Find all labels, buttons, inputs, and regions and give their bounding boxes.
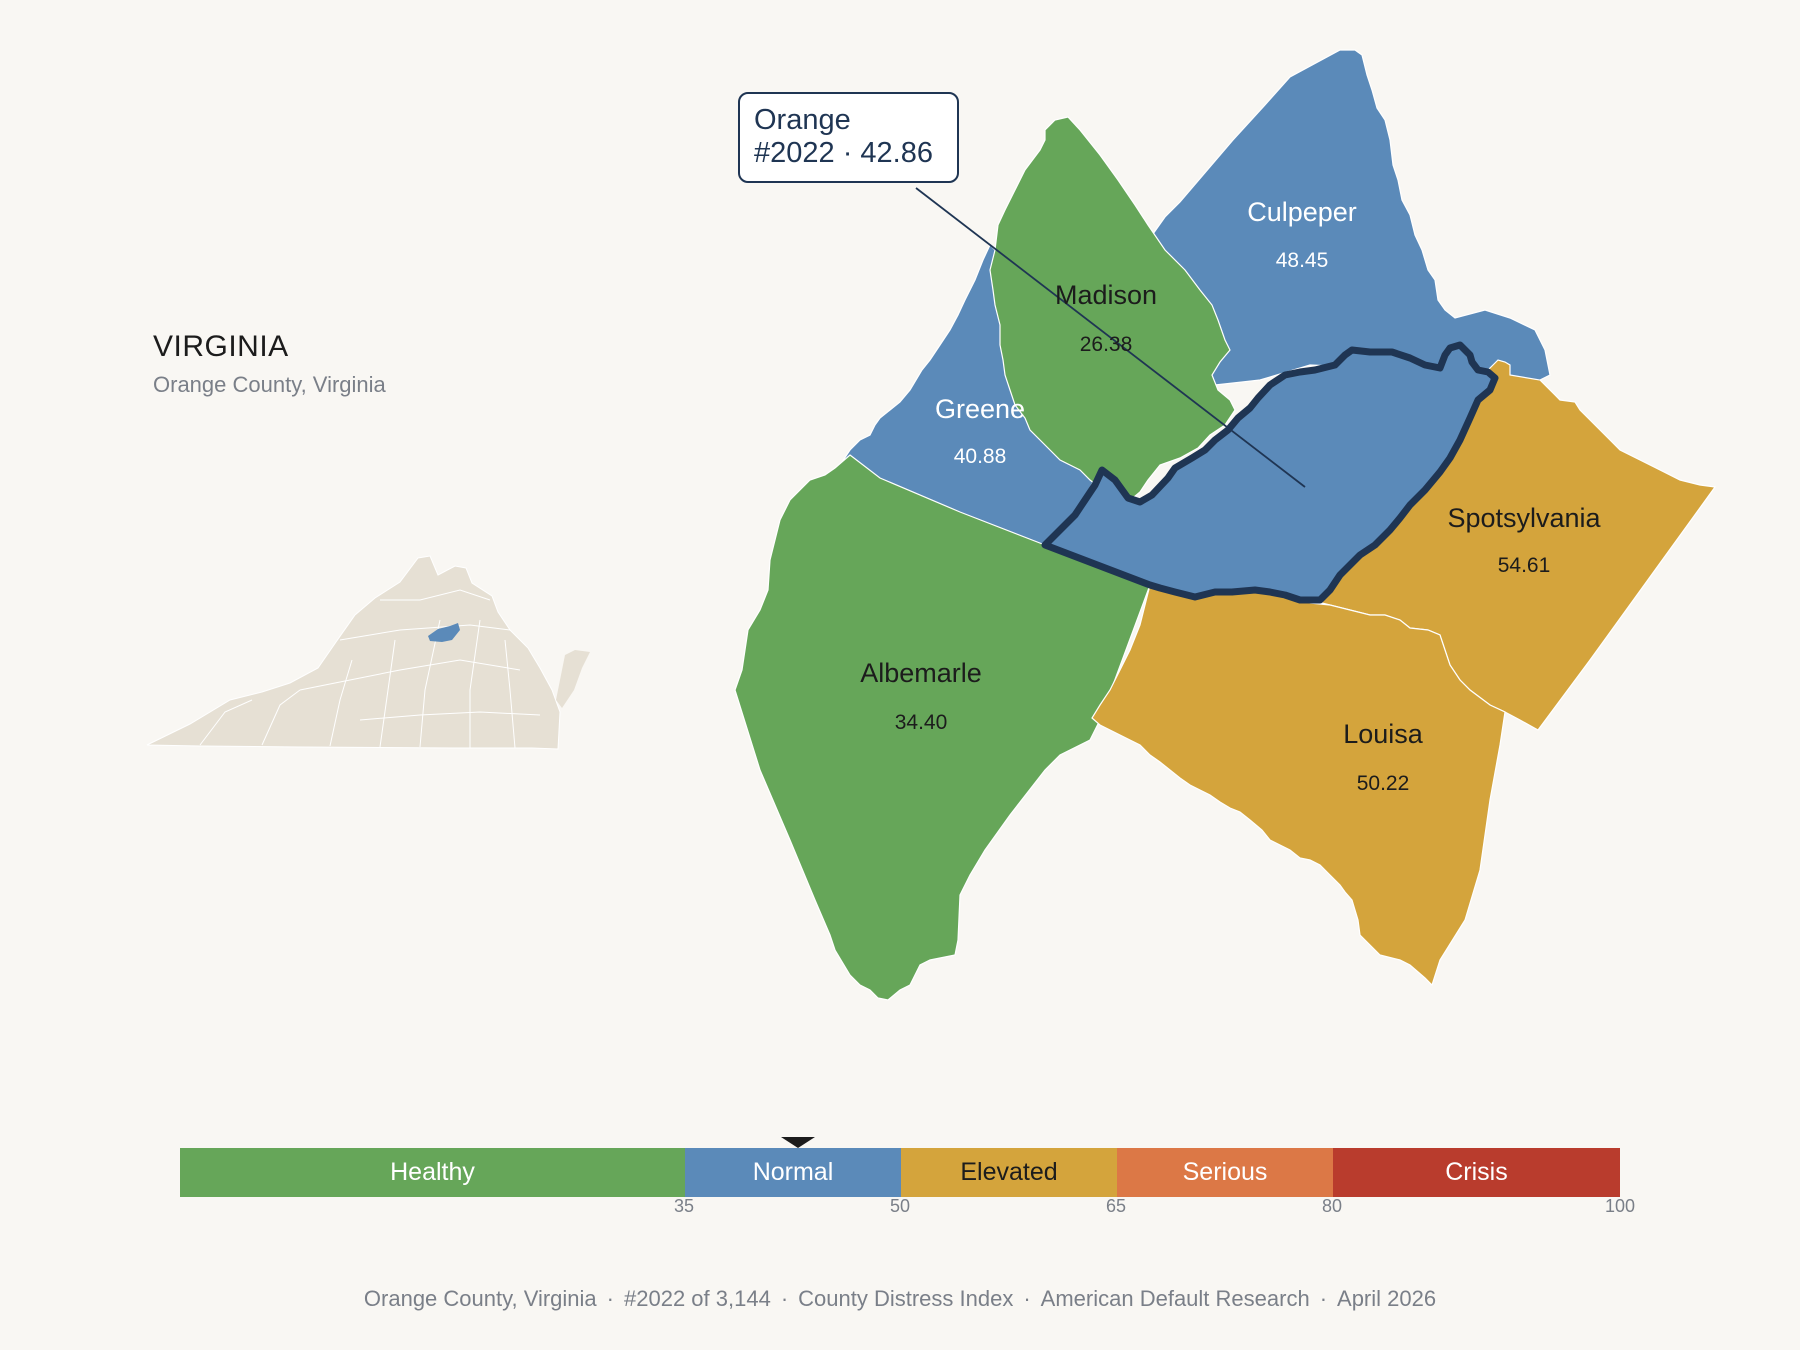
footer-county: Orange County, Virginia [363, 1286, 597, 1311]
legend-segment-healthy: Healthy [180, 1148, 685, 1197]
county-label-value: 48.45 [1276, 249, 1329, 272]
legend-tick: 80 [1321, 1196, 1343, 1216]
county-label-value: 26.38 [1080, 333, 1133, 356]
virginia-eastern-shore [556, 650, 590, 708]
virginia-county-lines [199, 589, 541, 749]
legend-segment-normal: Normal [685, 1148, 901, 1197]
county-labels: Culpeper 48.45 Madison 26.38 Greene 40.8… [860, 197, 1601, 795]
legend-tick: 50 [889, 1196, 911, 1216]
orange-county-inset-highlight [428, 623, 460, 642]
legend-ticks: 35 50 65 80 100 [0, 1196, 1800, 1226]
county-label-name: Culpeper [1247, 197, 1357, 227]
state-title: VIRGINIA [153, 330, 289, 363]
legend-tick: 100 [1604, 1196, 1636, 1216]
callout-rank-value: #2022 · 42.86 [754, 137, 933, 169]
footer-credits: Orange County, Virginia · #2022 of 3,144 · C… [363, 1286, 1437, 1311]
legend-tick: 65 [1105, 1196, 1127, 1216]
callout-leader-line [915, 187, 1306, 488]
county-label-name: Louisa [1343, 719, 1424, 749]
county-label-name: Madison [1055, 280, 1157, 310]
county-label-name: Greene [935, 394, 1025, 424]
county-label-name: Albemarle [860, 658, 982, 688]
footer-date: April 2026 [1337, 1286, 1437, 1311]
footer-index: County Distress Index [798, 1286, 1014, 1311]
current-value-marker-icon [781, 1137, 816, 1148]
virginia-state-shape [146, 555, 561, 750]
county-label-value: 34.40 [895, 711, 948, 734]
footer-source: American Default Research [1040, 1286, 1310, 1311]
county-louisa[interactable] [1091, 584, 1506, 987]
legend-segment-serious: Serious [1117, 1148, 1333, 1197]
distress-legend-bar: Healthy Normal Elevated Serious Crisis [180, 1148, 1620, 1197]
legend-tick: 35 [673, 1196, 695, 1216]
legend-segment-elevated: Elevated [901, 1148, 1117, 1197]
county-label-value: 50.22 [1357, 772, 1410, 795]
county-albemarle[interactable] [734, 454, 1151, 1001]
county-label-name: Spotsylvania [1447, 503, 1601, 533]
legend-segment-crisis: Crisis [1333, 1148, 1620, 1197]
county-label-value: 54.61 [1498, 554, 1551, 577]
state-subtitle: Orange County, Virginia [153, 372, 386, 397]
footer-rank: #2022 of 3,144 [624, 1286, 771, 1311]
callout-county-name: Orange [754, 104, 851, 136]
county-label-value: 40.88 [954, 445, 1007, 468]
county-orange-highlighted[interactable] [1041, 341, 1499, 604]
virginia-inset-map [146, 555, 590, 750]
county-shapes [734, 49, 1717, 1001]
selected-county-callout: Orange #2022 · 42.86 [738, 92, 959, 183]
